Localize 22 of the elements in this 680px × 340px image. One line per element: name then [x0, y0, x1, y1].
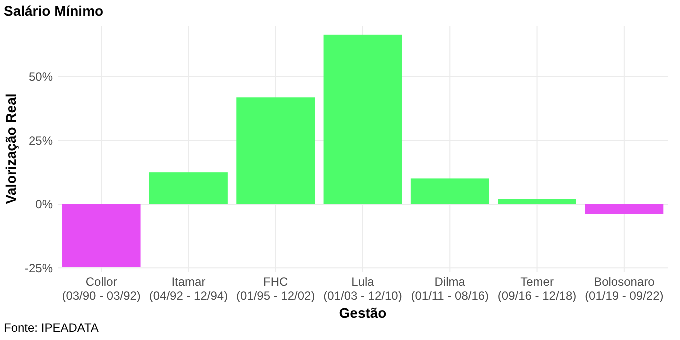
- source-note: Fonte: IPEADATA: [4, 321, 99, 335]
- y-tick-label: 25%: [28, 134, 54, 148]
- x-tick-label: Dilma (01/11 - 08/16): [411, 275, 490, 303]
- x-axis-title: Gestão: [339, 305, 387, 321]
- x-tick-label: Bolosonaro (01/19 - 09/22): [585, 275, 664, 303]
- x-tick-label: Lula (01/03 - 12/10): [324, 275, 402, 303]
- y-tick-label: 50%: [28, 70, 54, 84]
- y-axis-title: Valorização Real: [3, 94, 19, 204]
- bar: [410, 178, 490, 204]
- y-tick-label: -25%: [24, 261, 54, 276]
- x-tick-label: Temer (09/16 - 12/18): [498, 275, 577, 303]
- bar: [236, 98, 316, 204]
- bar: [324, 34, 402, 204]
- chart-title: Salário Mínimo: [4, 3, 104, 19]
- x-tick-label: Collor (03/90 - 03/92): [62, 275, 141, 303]
- bar: [150, 172, 228, 204]
- bar: [585, 204, 664, 214]
- y-tick-label: 0%: [36, 198, 54, 212]
- bar: [62, 204, 141, 268]
- bar: [498, 199, 576, 204]
- x-tick-label: Itamar (04/92 - 12/94): [149, 275, 228, 303]
- x-tick-label: FHC (01/95 - 12/02): [236, 275, 316, 303]
